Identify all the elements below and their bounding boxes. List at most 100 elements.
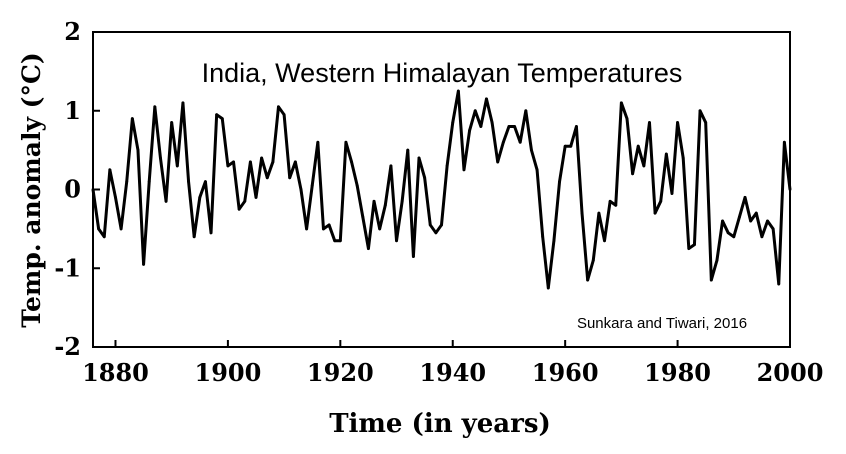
- y-tick-label: -2: [54, 332, 81, 361]
- data-point: [395, 239, 398, 243]
- data-point: [462, 168, 466, 172]
- data-point: [265, 176, 269, 180]
- data-point: [749, 219, 753, 223]
- data-point: [440, 223, 443, 227]
- data-point: [277, 105, 280, 109]
- data-point: [232, 160, 235, 164]
- data-point: [738, 215, 741, 219]
- data-point: [91, 188, 95, 191]
- data-point: [254, 195, 258, 199]
- y-tick-label: 2: [64, 17, 81, 46]
- data-point: [170, 121, 174, 124]
- data-point: [310, 184, 314, 187]
- data-point: [198, 195, 202, 199]
- data-point: [648, 121, 651, 124]
- data-point: [676, 121, 679, 124]
- data-point: [400, 199, 404, 203]
- data-point: [659, 199, 663, 203]
- x-tick-label: 1880: [82, 358, 149, 387]
- data-point: [159, 156, 162, 160]
- data-point: [608, 199, 612, 203]
- data-point: [507, 125, 511, 128]
- data-point: [316, 140, 320, 144]
- data-point: [288, 176, 292, 180]
- x-axis-label: Time (in years): [329, 409, 551, 439]
- data-point: [451, 121, 455, 124]
- data-point: [102, 235, 106, 239]
- data-point: [428, 223, 432, 227]
- source-annotation: Sunkara and Tiwari, 2016: [577, 315, 747, 332]
- data-point: [187, 180, 190, 184]
- data-point: [558, 180, 561, 184]
- data-point: [619, 101, 623, 105]
- data-point: [378, 227, 382, 231]
- data-point: [468, 129, 471, 132]
- data-point: [350, 160, 353, 164]
- data-point: [580, 211, 584, 215]
- x-tick-label: 1920: [307, 358, 374, 387]
- data-point: [299, 188, 303, 191]
- data-point: [771, 227, 775, 231]
- data-point: [479, 125, 483, 128]
- data-point: [333, 239, 337, 243]
- data-point: [344, 140, 348, 144]
- data-point: [383, 203, 387, 207]
- data-point: [372, 199, 376, 203]
- data-point: [114, 195, 117, 199]
- x-tick-label: 1900: [195, 358, 262, 387]
- data-point: [119, 227, 123, 231]
- data-point: [490, 121, 494, 124]
- data-point: [575, 125, 578, 128]
- data-point: [681, 156, 685, 160]
- data-point: [614, 203, 618, 207]
- data-point: [569, 144, 573, 148]
- data-point: [518, 140, 522, 144]
- data-point: [175, 164, 179, 168]
- data-point: [434, 231, 438, 235]
- data-point: [108, 168, 112, 172]
- data-point: [125, 180, 129, 184]
- data-point: [777, 282, 781, 286]
- data-point: [670, 192, 674, 195]
- data-point: [271, 160, 275, 164]
- data-point: [220, 117, 224, 121]
- data-point: [546, 286, 550, 290]
- data-point: [642, 164, 646, 168]
- data-point: [136, 148, 140, 152]
- data-point: [130, 117, 134, 121]
- data-point: [389, 164, 393, 168]
- x-tick-label: 2000: [757, 358, 824, 387]
- data-point: [338, 239, 342, 243]
- data-point: [586, 278, 590, 282]
- data-point: [192, 235, 196, 239]
- data-point: [412, 255, 415, 258]
- data-point: [636, 144, 640, 148]
- data-point: [243, 199, 247, 203]
- data-point: [322, 227, 325, 231]
- data-point: [293, 160, 297, 164]
- data-point: [423, 176, 427, 180]
- data-point: [530, 148, 533, 152]
- data-point: [743, 195, 747, 199]
- data-point: [142, 262, 145, 266]
- x-tick-label: 1980: [644, 358, 711, 387]
- data-point: [709, 278, 713, 282]
- data-point: [204, 180, 207, 184]
- x-tick-label: 1960: [532, 358, 599, 387]
- data-point: [496, 160, 500, 164]
- y-axis-label: Temp. anomaly (°C): [17, 52, 46, 327]
- data-point: [563, 144, 567, 148]
- data-point: [327, 223, 331, 227]
- data-point: [704, 121, 708, 124]
- data-point: [485, 97, 488, 101]
- data-point: [631, 172, 635, 176]
- data-point: [355, 184, 359, 187]
- data-point: [524, 109, 528, 113]
- data-point: [715, 258, 719, 262]
- data-point: [209, 231, 213, 235]
- data-point: [693, 243, 696, 247]
- x-tick-label: 1940: [419, 358, 486, 387]
- data-point: [653, 211, 657, 215]
- data-point: [305, 227, 308, 231]
- data-point: [664, 152, 668, 156]
